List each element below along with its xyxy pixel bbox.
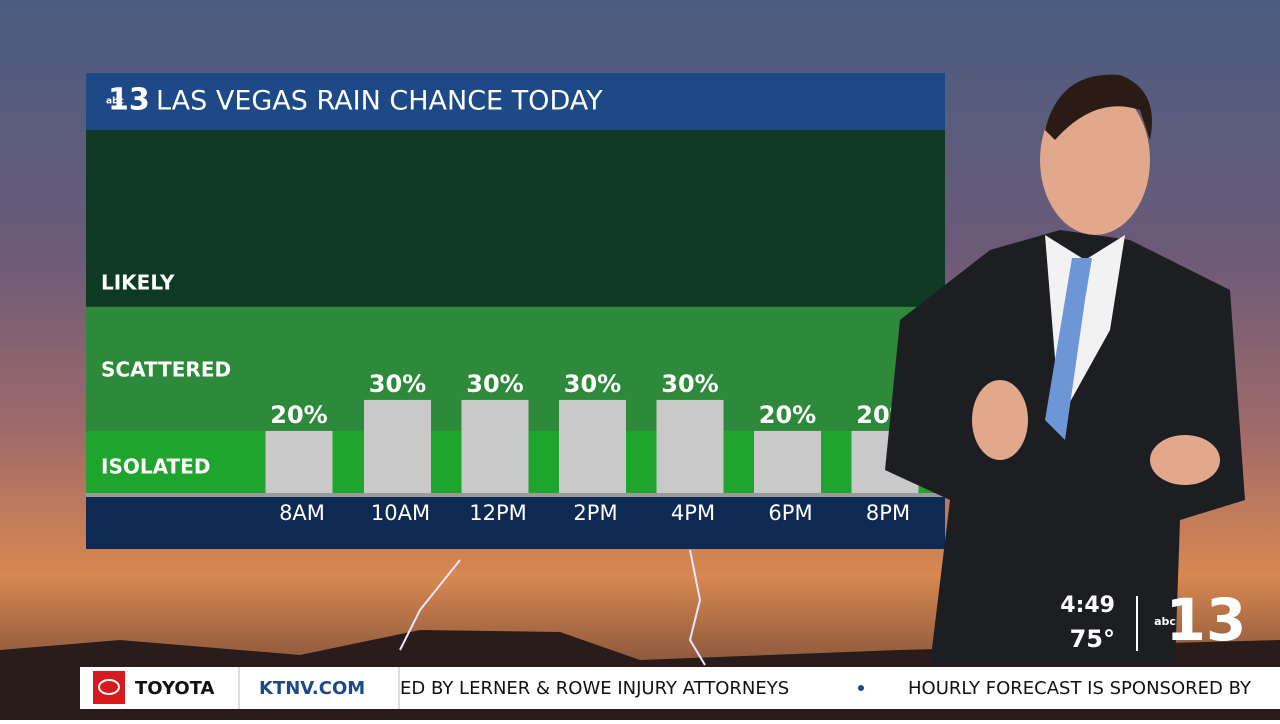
band-label: SCATTERED	[101, 357, 231, 381]
clock-bug: 4:49 75° abc 13	[1060, 586, 1246, 654]
x-axis-strip	[86, 493, 945, 549]
value-label: 30%	[564, 370, 621, 398]
site: KTNV.COM	[259, 678, 365, 699]
suit	[885, 230, 1245, 665]
value-label: 30%	[466, 370, 523, 398]
logo-channel: 13	[108, 83, 150, 118]
title-bar	[86, 73, 945, 130]
hand	[972, 380, 1028, 460]
chart-title: LAS VEGAS RAIN CHANCE TODAY	[156, 86, 603, 117]
chart: abc 13 ISOLATED SCATTERED LIKELY 20% 8AM 30% 1…	[86, 73, 945, 549]
value-label: 30%	[661, 370, 718, 398]
bar	[754, 430, 821, 493]
x-tick-label: 2PM	[573, 501, 617, 525]
ticker-bar	[80, 667, 1280, 709]
divider	[398, 667, 400, 709]
baseline	[86, 493, 945, 497]
logo-network: abc	[106, 97, 124, 107]
x-tick-label: 10AM	[371, 501, 430, 525]
x-tick-label: 4PM	[671, 501, 715, 525]
temperature: 75°	[1070, 625, 1115, 653]
band-label: ISOLATED	[101, 454, 210, 478]
tie	[1045, 258, 1092, 440]
x-tick-label: 8PM	[866, 501, 910, 525]
presenter	[885, 74, 1245, 665]
x-tick-label: 8AM	[279, 501, 325, 525]
logo-network: abc	[1154, 615, 1176, 628]
divider	[1136, 596, 1138, 651]
bar	[656, 399, 724, 493]
bar	[364, 399, 431, 493]
hand	[1150, 435, 1220, 485]
bar	[265, 430, 333, 493]
ticker-item: HOURLY FORECAST IS SPONSORED BY	[908, 678, 1252, 699]
value-label: 20%	[270, 401, 327, 429]
lightning	[399, 549, 706, 666]
divider	[238, 667, 240, 709]
sponsor-emblem	[98, 679, 120, 695]
x-tick-label: 12PM	[469, 501, 527, 525]
value-label: 30%	[369, 370, 426, 398]
value-label: 20%	[759, 401, 816, 429]
bar	[559, 399, 626, 493]
sponsor-logo	[93, 671, 125, 704]
sponsor: TOYOTA	[135, 678, 215, 699]
logo-channel: 13	[1166, 586, 1247, 654]
x-tick-label: 6PM	[768, 501, 812, 525]
band-label: LIKELY	[101, 270, 175, 294]
ticker: TOYOTA KTNV.COM ED BY LERNER & ROWE INJU…	[80, 667, 1280, 709]
separator	[858, 685, 864, 691]
band	[86, 130, 945, 307]
clock-time: 4:49	[1060, 593, 1115, 618]
bar	[461, 399, 529, 493]
hair	[1045, 74, 1152, 140]
ticker-item: ED BY LERNER & ROWE INJURY ATTORNEYS	[400, 678, 789, 699]
